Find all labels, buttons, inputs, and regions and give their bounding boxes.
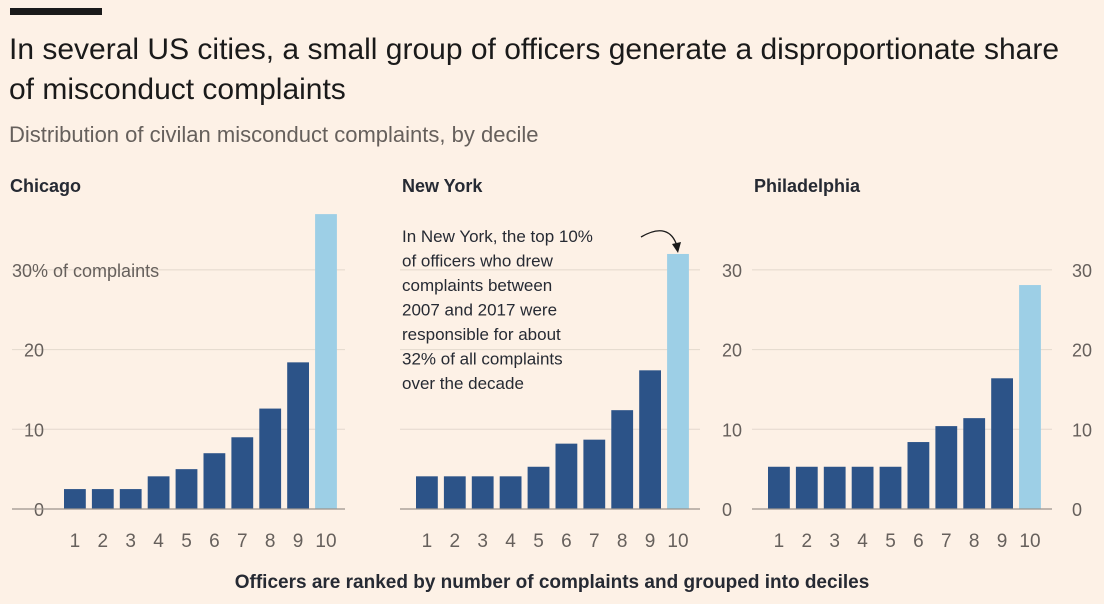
bar-decile-3 bbox=[471, 476, 494, 509]
annotation-arrowhead bbox=[672, 242, 681, 253]
x-tick-label: 1 bbox=[70, 531, 81, 552]
bar-decile-1 bbox=[416, 476, 438, 509]
annotation-line: over the decade bbox=[402, 374, 524, 393]
bar-decile-8 bbox=[259, 408, 282, 509]
x-tick-label: 8 bbox=[617, 531, 628, 552]
chart-title: In several US cities, a small group of o… bbox=[9, 33, 1059, 106]
bar-decile-9 bbox=[991, 378, 1013, 509]
bar-decile-3 bbox=[119, 489, 142, 509]
bar-decile-8 bbox=[611, 410, 634, 509]
annotation-line: responsible for about bbox=[402, 325, 561, 344]
x-tick-label: 8 bbox=[969, 531, 980, 552]
x-tick-label: 7 bbox=[237, 531, 248, 552]
y-tick-label: 20 bbox=[24, 341, 44, 361]
bar-decile-10 bbox=[667, 253, 689, 509]
x-tick-label: 5 bbox=[533, 531, 544, 552]
x-tick-label: 3 bbox=[125, 531, 136, 552]
x-tick-label: 1 bbox=[422, 531, 433, 552]
x-tick-label: 3 bbox=[829, 531, 840, 552]
bar-decile-4 bbox=[147, 476, 170, 509]
brand-bar bbox=[10, 8, 102, 15]
bar-decile-5 bbox=[879, 466, 902, 509]
panel-title: Chicago bbox=[10, 176, 81, 196]
annotation-line: In New York, the top 10% bbox=[402, 227, 593, 246]
annotation-line: complaints between bbox=[402, 276, 552, 295]
x-tick-label: 10 bbox=[1019, 531, 1040, 552]
bar-decile-2 bbox=[91, 489, 114, 509]
panel-new-york: New York 0 10 20 30 1 2 3 4 5 6 7 8 9 10 In New York, t… bbox=[400, 176, 742, 552]
panel-title: New York bbox=[402, 176, 483, 196]
y-tick-label: 0 bbox=[1072, 500, 1082, 520]
bar-decile-5 bbox=[527, 466, 550, 509]
x-tick-label: 2 bbox=[802, 531, 813, 552]
bar-decile-7 bbox=[583, 439, 606, 509]
panel-title: Philadelphia bbox=[754, 176, 861, 196]
annotation-line: 2007 and 2017 were bbox=[402, 301, 557, 320]
x-tick-label: 4 bbox=[153, 531, 164, 552]
bar-decile-9 bbox=[287, 362, 309, 509]
x-tick-label: 6 bbox=[913, 531, 924, 552]
y-tick-label: 0 bbox=[34, 500, 44, 520]
bar-decile-10 bbox=[1019, 285, 1041, 509]
bar-decile-9 bbox=[639, 370, 661, 509]
x-tick-label: 6 bbox=[209, 531, 220, 552]
y-tick-label: 20 bbox=[1072, 341, 1092, 361]
x-axis-caption: Officers are ranked by number of complai… bbox=[234, 572, 870, 593]
annotation-line: of officers who drew bbox=[402, 252, 554, 271]
y-tick-label: 10 bbox=[722, 420, 742, 440]
y-tick-label: 20 bbox=[722, 341, 742, 361]
x-tick-label: 4 bbox=[505, 531, 516, 552]
bar-decile-4 bbox=[851, 466, 874, 509]
x-tick-label: 3 bbox=[477, 531, 488, 552]
bar-decile-8 bbox=[963, 418, 986, 509]
x-tick-label: 6 bbox=[561, 531, 572, 552]
y-tick-label: 30 bbox=[722, 261, 742, 281]
bar-decile-7 bbox=[935, 426, 958, 509]
y-tick-label: 30% of complaints bbox=[12, 261, 159, 281]
x-tick-label: 4 bbox=[857, 531, 868, 552]
bar-decile-10 bbox=[315, 214, 337, 510]
y-tick-label: 10 bbox=[1072, 420, 1092, 440]
bar-decile-6 bbox=[907, 442, 930, 509]
x-tick-label: 5 bbox=[181, 531, 192, 552]
bar-decile-2 bbox=[795, 466, 818, 509]
x-tick-label: 1 bbox=[774, 531, 785, 552]
x-tick-label: 9 bbox=[293, 531, 304, 552]
x-tick-label: 2 bbox=[98, 531, 109, 552]
x-tick-label: 7 bbox=[941, 531, 952, 552]
bar-decile-1 bbox=[768, 466, 790, 509]
x-tick-label: 8 bbox=[265, 531, 276, 552]
annotation-line: 32% of all complaints bbox=[402, 350, 563, 369]
x-tick-label: 10 bbox=[667, 531, 688, 552]
chart-subtitle: Distribution of civilan misconduct compl… bbox=[9, 122, 539, 147]
bar-decile-7 bbox=[231, 437, 254, 509]
y-tick-label: 30 bbox=[1072, 261, 1092, 281]
x-tick-label: 7 bbox=[589, 531, 600, 552]
annotation-arrow bbox=[640, 230, 678, 247]
y-tick-label: 10 bbox=[24, 420, 44, 440]
y-tick-label: 0 bbox=[722, 500, 732, 520]
bar-decile-6 bbox=[555, 443, 578, 509]
panel-chicago: Chicago 0 10 20 30% of complaints 1 2 3 4 5 6 7 8 9 10 bbox=[10, 176, 345, 552]
x-tick-label: 2 bbox=[450, 531, 461, 552]
bar-decile-3 bbox=[823, 466, 846, 509]
x-tick-label: 5 bbox=[885, 531, 896, 552]
x-tick-label: 9 bbox=[645, 531, 656, 552]
x-tick-label: 10 bbox=[315, 531, 336, 552]
x-tick-label: 9 bbox=[997, 531, 1008, 552]
bar-decile-2 bbox=[443, 476, 466, 509]
bar-decile-1 bbox=[64, 489, 86, 509]
bar-decile-4 bbox=[499, 476, 522, 509]
panel-philadelphia: Philadelphia 0 10 20 30 1 2 3 4 5 6 7 8 9 10 bbox=[752, 176, 1092, 552]
bar-decile-6 bbox=[203, 453, 226, 509]
bar-decile-5 bbox=[175, 469, 198, 509]
